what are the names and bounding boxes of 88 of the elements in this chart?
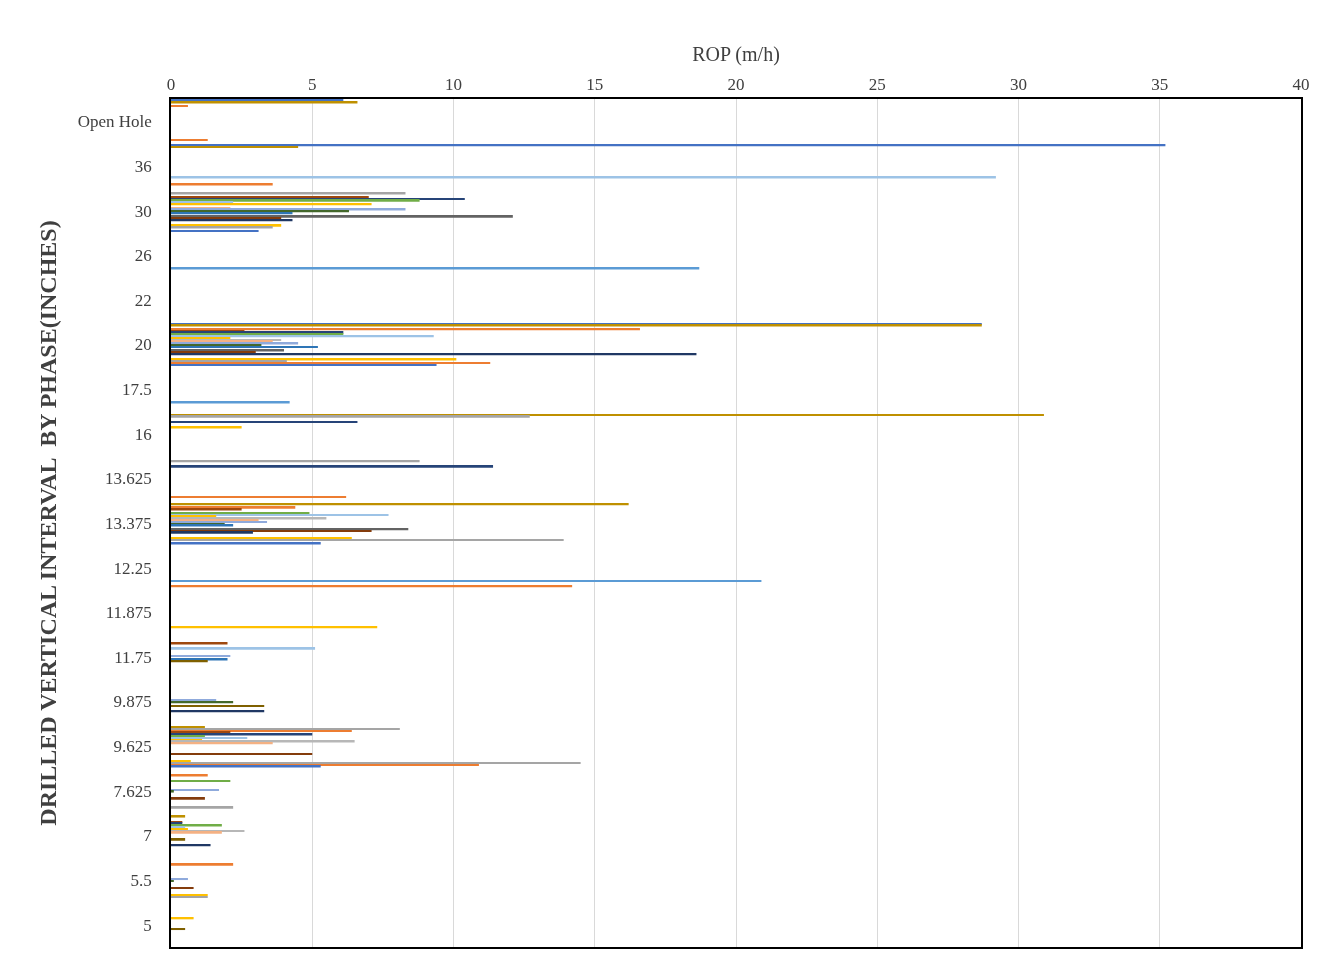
bar bbox=[171, 774, 208, 777]
bar bbox=[171, 196, 369, 199]
bar bbox=[171, 521, 268, 523]
y-tick-label: 7 bbox=[143, 826, 153, 846]
bar bbox=[171, 728, 400, 731]
y-tick-label: 26 bbox=[134, 246, 152, 266]
bar bbox=[171, 838, 186, 841]
y-tick-label: 16 bbox=[134, 424, 152, 444]
bar bbox=[171, 465, 494, 468]
x-tick-label: 5 bbox=[308, 75, 317, 95]
bar bbox=[171, 353, 697, 356]
bar bbox=[171, 815, 186, 818]
x-tick-label: 0 bbox=[166, 75, 176, 95]
x-tick-label: 10 bbox=[445, 75, 462, 95]
y-tick-label: 13.625 bbox=[105, 469, 152, 489]
bar bbox=[171, 887, 194, 889]
x-tick-label: 30 bbox=[1010, 75, 1027, 95]
bar bbox=[171, 183, 273, 186]
y-tick-label: Open Hole bbox=[77, 112, 152, 132]
bar bbox=[171, 531, 253, 534]
y-axis-title: DRILLED VERTICAL INTERVAL BY PHASE(INCHES) bbox=[35, 220, 62, 826]
y-tick-label: 22 bbox=[134, 290, 152, 310]
bar bbox=[171, 737, 248, 740]
bar bbox=[171, 415, 530, 418]
x-tick-label: 15 bbox=[586, 75, 604, 95]
bar bbox=[171, 421, 358, 424]
bar bbox=[171, 797, 205, 800]
bar bbox=[171, 199, 420, 202]
y-tick-label: 5 bbox=[143, 915, 152, 935]
x-axis-title: ROP (m/h) bbox=[692, 43, 780, 67]
bar bbox=[171, 215, 513, 218]
bar bbox=[171, 328, 640, 331]
bar bbox=[171, 831, 222, 834]
bar bbox=[171, 863, 234, 866]
bar bbox=[171, 105, 188, 108]
bar bbox=[171, 146, 299, 149]
bar bbox=[171, 928, 186, 931]
y-tick-label: 20 bbox=[134, 335, 152, 355]
bar bbox=[171, 337, 231, 340]
bar bbox=[171, 203, 372, 206]
bar bbox=[171, 878, 188, 881]
bar bbox=[171, 528, 409, 531]
bar bbox=[171, 192, 406, 195]
y-tick-label: 9.875 bbox=[113, 692, 152, 712]
bar bbox=[171, 539, 564, 541]
bar bbox=[171, 346, 318, 349]
bar bbox=[171, 806, 234, 809]
bar bbox=[171, 580, 762, 582]
bar bbox=[171, 362, 491, 365]
bar bbox=[171, 789, 220, 791]
bar bbox=[171, 753, 313, 756]
bar bbox=[171, 508, 242, 511]
y-tick-label: 11.875 bbox=[105, 603, 152, 623]
bar bbox=[171, 880, 174, 882]
y-tick-label: 17.5 bbox=[122, 380, 152, 400]
bar bbox=[171, 655, 231, 657]
bar bbox=[171, 790, 174, 793]
bar bbox=[171, 496, 347, 499]
y-tick-label: 5.5 bbox=[130, 871, 152, 890]
bar bbox=[171, 512, 310, 515]
bar bbox=[171, 844, 211, 847]
bar bbox=[171, 139, 208, 141]
bar bbox=[171, 212, 293, 215]
bar bbox=[171, 537, 352, 540]
y-tick-label: 9.625 bbox=[113, 737, 152, 757]
bar bbox=[171, 519, 259, 522]
bar bbox=[171, 647, 316, 650]
bar bbox=[171, 740, 355, 743]
bar bbox=[171, 762, 581, 765]
bar bbox=[171, 705, 265, 707]
y-tick-label: 12.25 bbox=[113, 558, 152, 578]
x-tick-label: 40 bbox=[1292, 75, 1310, 95]
bar bbox=[171, 765, 321, 768]
bar bbox=[171, 230, 259, 232]
bar bbox=[171, 780, 231, 782]
bar bbox=[171, 503, 629, 506]
y-tick-label: 30 bbox=[134, 201, 152, 221]
x-tick-label: 25 bbox=[868, 75, 886, 95]
bar bbox=[171, 524, 234, 527]
y-tick-label: 11.75 bbox=[114, 647, 152, 667]
bar bbox=[171, 364, 437, 366]
x-tick-label: 20 bbox=[727, 75, 745, 95]
y-tick-label: 36 bbox=[134, 156, 152, 176]
bar bbox=[171, 358, 457, 361]
x-tick-label: 35 bbox=[1151, 75, 1169, 95]
bar bbox=[171, 760, 191, 763]
y-tick-label: 13.375 bbox=[105, 513, 152, 533]
y-tick-label: 7.625 bbox=[113, 781, 152, 801]
